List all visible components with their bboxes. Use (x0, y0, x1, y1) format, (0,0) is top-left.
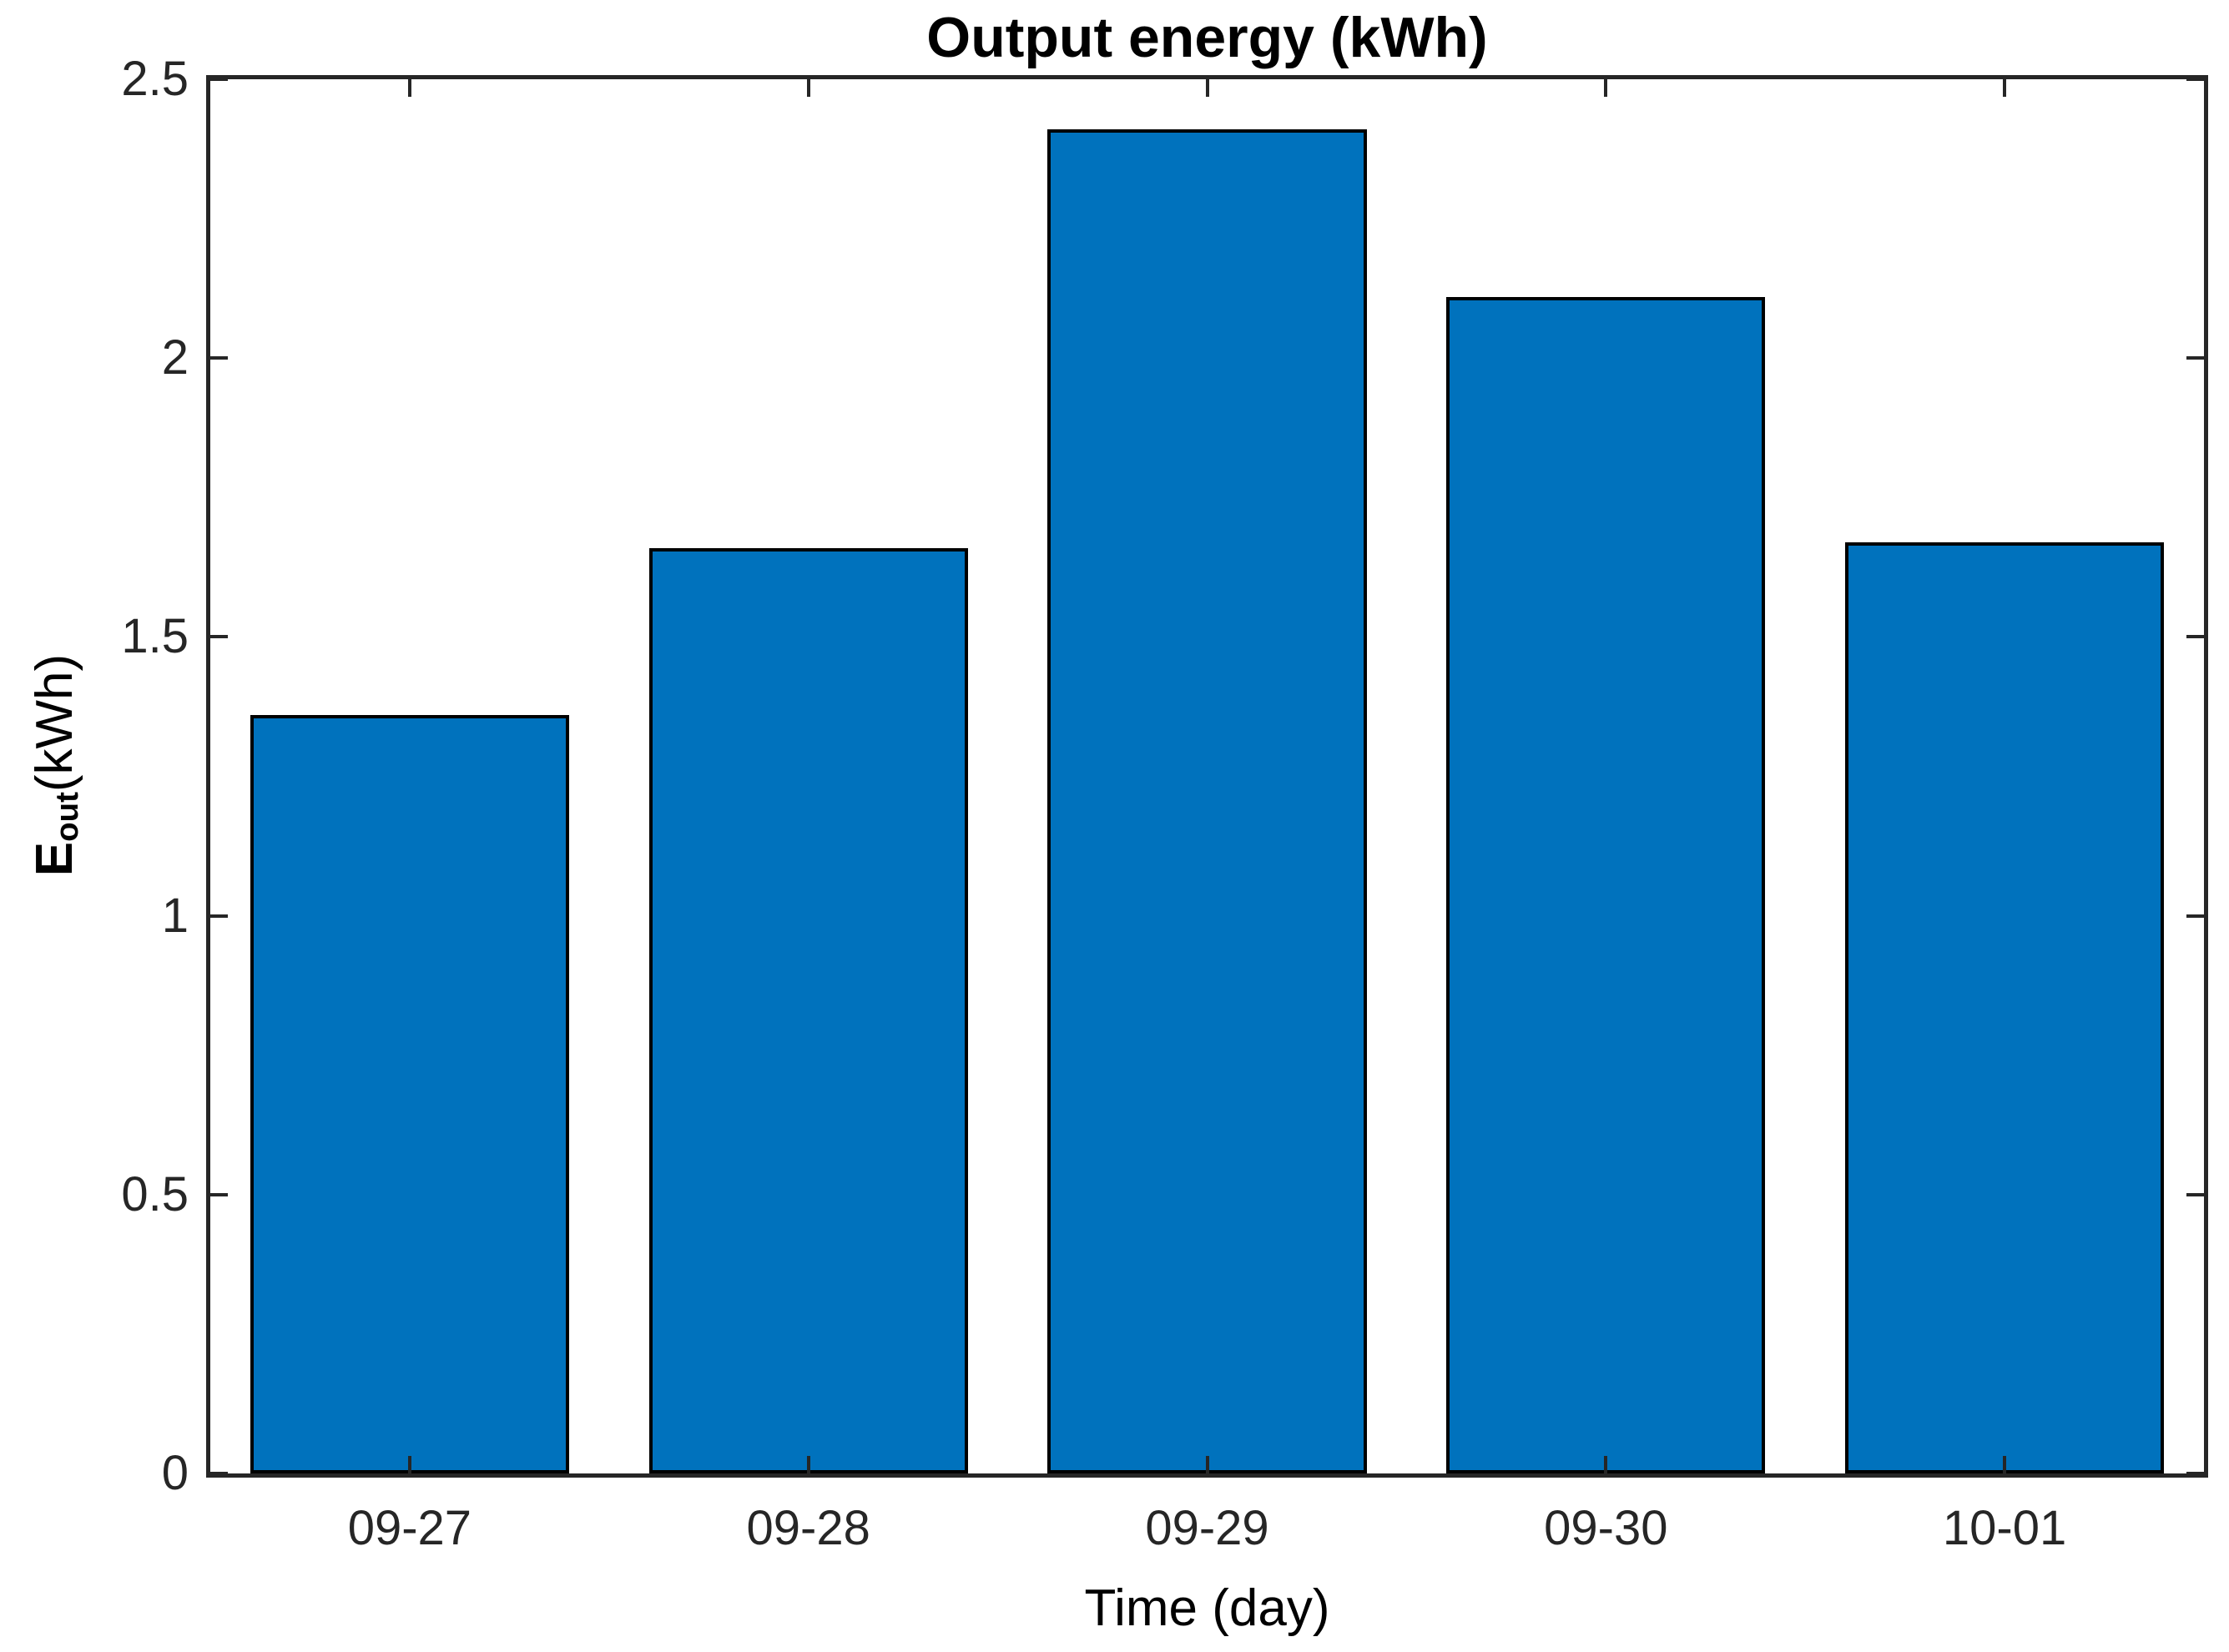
plot-area (206, 75, 2208, 1478)
x-tick-bottom (2003, 1456, 2007, 1473)
y-tick-right (2186, 356, 2204, 360)
y-axis-label-symbol: E (26, 841, 83, 877)
y-tick-left (210, 914, 228, 918)
x-tick-label: 09-28 (746, 1501, 870, 1555)
x-tick-top (407, 79, 411, 97)
y-axis-label-symbol-bold: Eout (26, 792, 85, 877)
x-tick-bottom (1604, 1456, 1608, 1473)
y-tick-right (2186, 79, 2204, 81)
x-tick-label: 09-29 (1145, 1501, 1269, 1555)
chart-title: Output energy (kWh) (926, 6, 1488, 69)
y-tick-right (2186, 635, 2204, 639)
x-tick-top (2003, 79, 2007, 97)
x-tick-label: 10-01 (1942, 1501, 2067, 1555)
y-tick-right (2186, 1472, 2204, 1473)
y-tick-left (210, 79, 228, 81)
y-tick-right (2186, 914, 2204, 918)
y-axis-label-unit: (kWh) (26, 653, 83, 793)
x-tick-top (1604, 79, 1608, 97)
x-tick-bottom (806, 1456, 810, 1473)
y-axis-label: Eout(kWh) (18, 431, 93, 1099)
y-tick-left (210, 1472, 228, 1473)
x-axis-label: Time (day) (1084, 1579, 1330, 1637)
y-tick-left (210, 356, 228, 360)
y-tick-left (210, 1192, 228, 1196)
y-tick-label: 0.5 (121, 1166, 189, 1221)
bar-09-30 (1446, 296, 1766, 1473)
x-tick-label: 09-30 (1544, 1501, 1668, 1555)
y-tick-label: 1 (161, 888, 189, 943)
y-tick-label: 1.5 (121, 609, 189, 664)
y-tick-label: 2 (161, 330, 189, 385)
bar-09-29 (1047, 129, 1367, 1473)
x-tick-bottom (407, 1456, 411, 1473)
x-tick-label: 09-27 (347, 1501, 472, 1555)
x-tick-top (1205, 79, 1209, 97)
y-tick-label: 0 (161, 1446, 189, 1500)
bar-09-27 (250, 715, 569, 1473)
bar-10-01 (1845, 541, 2165, 1473)
bar-09-28 (648, 547, 968, 1473)
x-tick-bottom (1205, 1456, 1209, 1473)
y-tick-left (210, 635, 228, 639)
y-axis-label-subscript: out (48, 792, 85, 842)
y-tick-right (2186, 1192, 2204, 1196)
y-tick-label: 2.5 (121, 52, 189, 106)
x-tick-top (806, 79, 810, 97)
